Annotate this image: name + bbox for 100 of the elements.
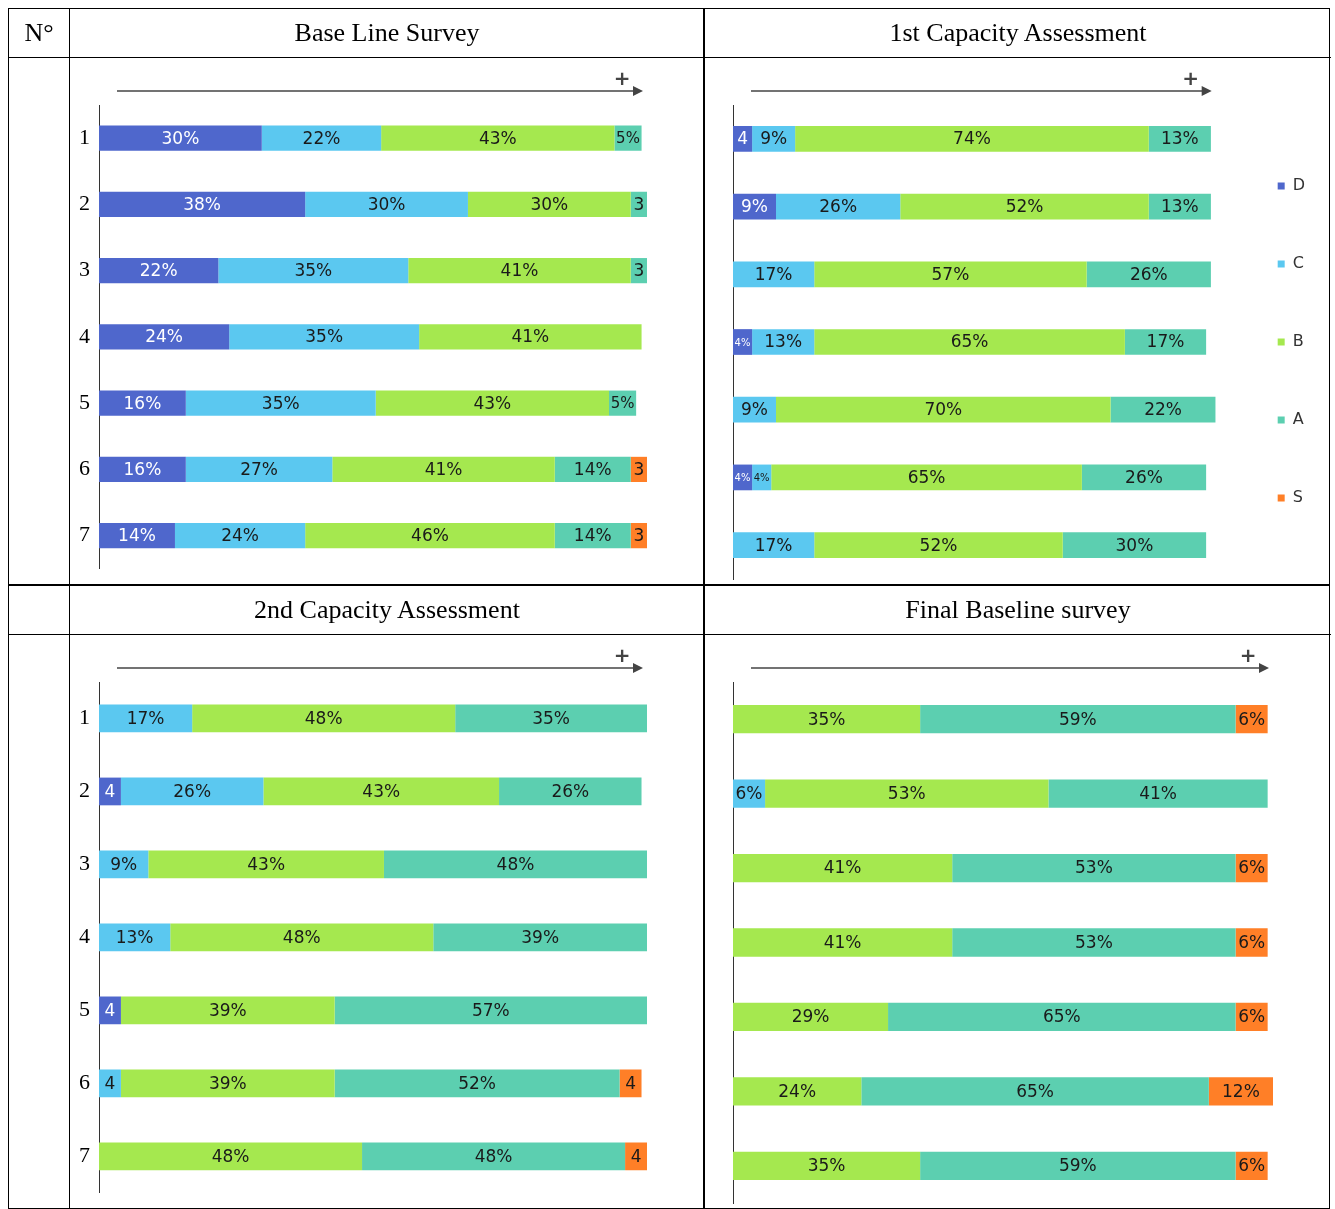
data-label: 53% (1074, 857, 1113, 878)
data-label: 3 (633, 193, 645, 214)
data-label: 5% (610, 394, 635, 413)
data-label: 57% (931, 263, 970, 284)
data-label: 59% (1058, 708, 1097, 729)
data-label: 48% (496, 853, 535, 874)
data-label: 52% (919, 534, 958, 555)
data-label: 41% (500, 260, 539, 281)
data-label: 27% (240, 458, 278, 479)
data-label: 43% (473, 392, 512, 413)
chart-title: Final Baseline survey (705, 586, 1331, 635)
data-label: 4% (753, 472, 770, 484)
data-label: 38% (183, 193, 221, 214)
data-label: 17% (1146, 331, 1185, 352)
data-label: 59% (1058, 1155, 1097, 1176)
data-label: 26% (1129, 263, 1168, 284)
data-label: 74% (953, 128, 991, 149)
y-tick-label: 3 (79, 850, 90, 876)
y-tick-label: 4 (79, 923, 90, 949)
y-tick-label: 1 (79, 123, 90, 149)
data-label: 3 (633, 525, 645, 546)
data-label: 35% (294, 260, 333, 281)
data-label: 52% (458, 1072, 497, 1093)
data-label: 9% (741, 399, 768, 420)
y-tick-label: 6 (79, 455, 90, 481)
data-label: 70% (924, 399, 963, 420)
data-label: 6% (735, 783, 763, 804)
data-label: 5% (616, 129, 640, 148)
y-tick-label: 5 (79, 388, 90, 414)
data-label: 4% (734, 336, 751, 348)
legend-label: B (1292, 331, 1304, 351)
data-label: 39% (208, 1072, 247, 1093)
chart-title: 2nd Capacity Assessment (69, 586, 705, 635)
data-label: 24% (221, 525, 259, 546)
data-label: 26% (819, 195, 858, 216)
y-axis-title: N° (9, 9, 69, 58)
data-label: 14% (573, 525, 612, 546)
data-label: 26% (1125, 466, 1163, 487)
data-label: 13% (1160, 128, 1199, 149)
data-label: 16% (123, 392, 162, 413)
text: + (613, 66, 631, 91)
y-tick-label: 7 (79, 1142, 90, 1168)
data-label: 43% (362, 780, 401, 801)
y-tick-label: 4 (79, 322, 90, 348)
y-tick-label: 6 (79, 1069, 90, 1095)
data-label: 65% (907, 466, 946, 487)
chart-title: 1st Capacity Assessment (705, 9, 1331, 58)
chart-title: Base Line Survey (69, 9, 705, 58)
y-tick-label: 7 (79, 521, 90, 547)
data-label: 65% (1016, 1080, 1054, 1101)
data-label: 17% (754, 263, 793, 284)
data-label: 35% (807, 1155, 846, 1176)
data-label: 4 (737, 128, 748, 149)
data-label: 4 (630, 1145, 642, 1166)
data-label: 41% (1139, 783, 1177, 804)
data-label: 24% (778, 1080, 817, 1101)
data-label: 12% (1222, 1080, 1260, 1101)
data-label: 41% (511, 326, 550, 347)
data-label: 30% (161, 127, 200, 148)
data-label: 41% (823, 857, 862, 878)
y-tick-label: 2 (79, 777, 90, 803)
data-label: 57% (471, 999, 510, 1020)
data-label: 17% (126, 707, 165, 728)
data-label: 53% (887, 783, 926, 804)
data-label: 13% (115, 926, 154, 947)
data-label: 35% (807, 708, 846, 729)
data-label: 30% (530, 193, 569, 214)
legend-label: A (1292, 409, 1304, 429)
data-label: 6% (1238, 857, 1266, 878)
data-label: 41% (424, 458, 463, 479)
data-label: 4 (104, 999, 116, 1020)
data-label: 29% (791, 1006, 830, 1027)
data-label: 3 (633, 260, 645, 281)
data-label: 30% (1115, 534, 1154, 555)
data-label: 4 (104, 780, 116, 801)
data-label: 16% (123, 458, 162, 479)
data-label: 13% (764, 331, 803, 352)
data-label: 17% (754, 534, 793, 555)
data-label: 46% (411, 525, 449, 546)
text: + (1239, 643, 1257, 668)
legend-label: D (1292, 175, 1306, 195)
data-label: 26% (173, 780, 212, 801)
data-label: 4 (104, 1072, 116, 1093)
data-label: 6% (1238, 708, 1266, 729)
data-label: 14% (573, 458, 612, 479)
data-label: 6% (1238, 1006, 1266, 1027)
data-label: 4 (625, 1072, 636, 1093)
data-label: 26% (551, 780, 590, 801)
data-label: 48% (282, 926, 321, 947)
y-tick-label: 2 (79, 190, 90, 216)
data-label: 39% (521, 926, 560, 947)
data-label: 6% (1238, 931, 1266, 952)
data-label: 9% (760, 128, 788, 149)
data-label: 65% (950, 331, 989, 352)
data-label: 52% (1005, 195, 1044, 216)
data-label: 48% (304, 707, 343, 728)
text: + (1182, 66, 1200, 91)
data-label: 30% (367, 193, 406, 214)
text: + (613, 643, 631, 668)
data-label: 9% (741, 195, 768, 216)
